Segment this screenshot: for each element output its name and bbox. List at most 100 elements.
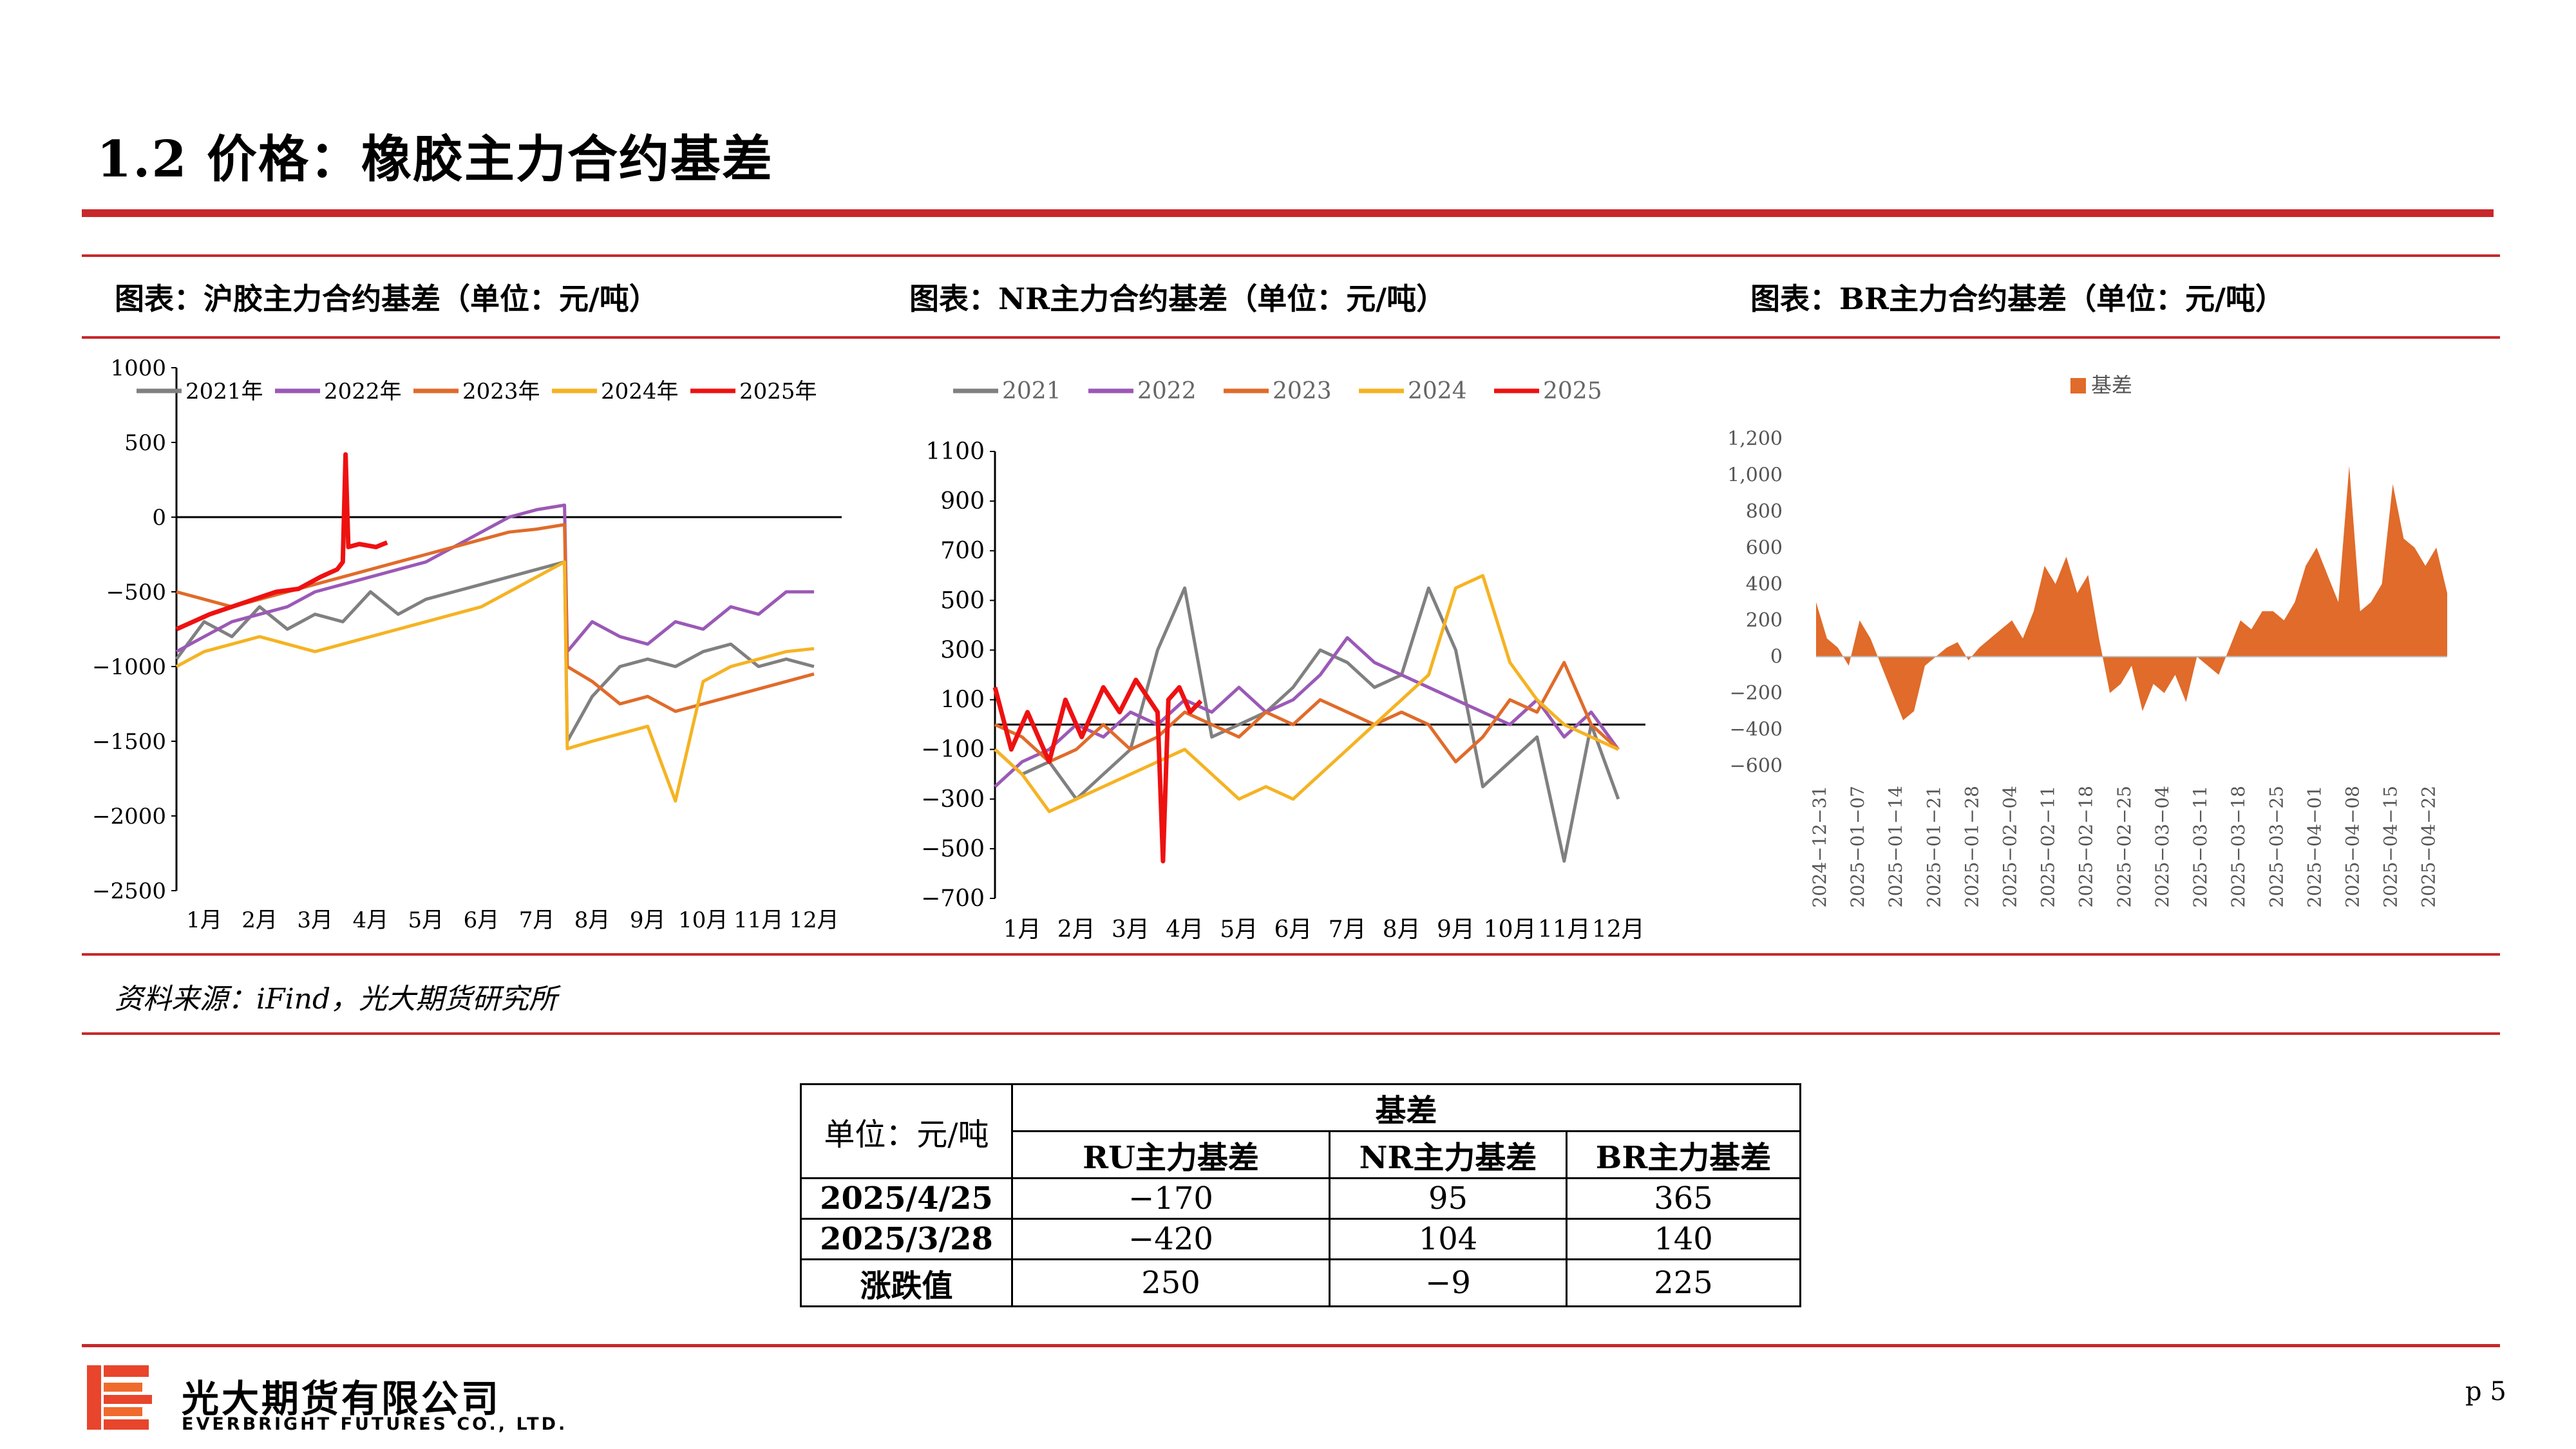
y-tick-label: −1000 [92,654,166,680]
x-tick-label: 2025−03−11 [2190,786,2211,907]
row-label: 2025/4/25 [800,1177,1013,1220]
legend-label: 2023 [1273,378,1332,404]
x-tick-label: 2024−12−31 [1809,786,1830,907]
x-tick-label: 2月 [1057,916,1095,943]
source-note: 资料来源：iFind，光大期货研究所 [115,983,558,1016]
company-name-cn: 光大期货有限公司 [182,1377,502,1421]
row-label: 2025/3/28 [800,1218,1013,1260]
y-tick-label: −400 [1730,719,1783,741]
y-tick-label: 500 [124,430,166,456]
y-tick-label: −300 [921,786,985,813]
series-line-2025 [992,677,1203,864]
legend-label: 2021年 [185,379,263,404]
section-top-rule [82,254,2500,257]
y-tick-label: 900 [940,488,985,515]
x-tick-label: 2025−01−07 [1847,786,1868,907]
x-tick-label: 2025−02−25 [2114,786,2135,907]
chart-bottom-rule [82,953,2500,956]
nr-chart-title: 图表：NR主力合约基差（单位：元/吨） [909,281,1446,316]
x-tick-label: 3月 [1112,916,1150,943]
cell-nr: 95 [1329,1177,1567,1220]
x-tick-label: 2025−03−18 [2228,786,2249,907]
section-bottom-rule [82,1032,2500,1035]
y-tick-label: 1,200 [1727,428,1783,450]
group-header-cell: 基差 [1011,1083,1801,1132]
x-tick-label: 2025−03−04 [2152,786,2173,907]
x-tick-label: 6月 [1274,916,1312,943]
y-tick-label: −2000 [92,804,166,829]
x-tick-label: 12月 [1592,916,1645,943]
x-tick-label: 9月 [1437,916,1475,943]
col-header-br: BR主力基差 [1566,1130,1801,1179]
col-header-ru: RU主力基差 [1011,1130,1331,1179]
legend-label: 2025 [1543,378,1602,404]
x-tick-label: 2025−02−04 [2000,786,2021,907]
x-tick-label: 2月 [242,907,278,933]
legend-label: 2022年 [324,379,402,404]
x-tick-label: 2025−01−21 [1923,786,1944,907]
unit-label-cell: 单位：元/吨 [800,1083,1013,1179]
x-tick-label: 2025−03−25 [2266,786,2287,907]
x-tick-label: 11月 [1538,916,1591,943]
cell-br: 365 [1566,1177,1801,1220]
x-tick-label: 7月 [1329,916,1367,943]
cell-nr: −9 [1329,1258,1567,1307]
x-tick-label: 12月 [789,907,838,933]
y-tick-label: −500 [106,580,166,605]
x-tick-label: 5月 [408,907,444,933]
x-tick-label: 4月 [352,907,388,933]
y-tick-label: −200 [1730,682,1783,705]
y-tick-label: 600 [1746,536,1783,559]
legend-label: 2021 [1002,378,1061,404]
chart-title-rule [82,336,2500,339]
table-row: 2025/3/28 −420 104 140 [800,1218,1801,1260]
y-tick-label: 200 [1746,609,1783,632]
everbright-logo-icon [87,1365,152,1430]
legend-label: 基差 [2091,373,2132,397]
series-line-2021年 [175,560,815,743]
basis-table: 单位：元/吨 基差 RU主力基差 NR主力基差 BR主力基差 2025/4/25… [800,1083,1801,1307]
legend-label: 2024 [1408,378,1467,404]
cell-nr: 104 [1329,1218,1567,1260]
br-basis-chart: 基差 1,200 1,000 800 600 400 200 0 −200 −400 −600 202… [1727,373,2447,907]
x-tick-label: 9月 [630,907,666,933]
y-tick-label: 500 [940,587,985,614]
nr-basis-chart: 1100 900 700 500 300 100 −100 −300 −500 −700 1月 2月 3… [921,378,1645,943]
x-tick-label: 8月 [1383,916,1421,943]
y-tick-label: 700 [940,538,985,564]
x-tick-label: 11月 [734,907,783,933]
y-tick-label: 1100 [925,439,985,465]
x-tick-label: 2025−04−15 [2380,786,2401,907]
page-title: 1.2 价格：橡胶主力合约基差 [97,130,773,189]
x-tick-label: 3月 [297,907,333,933]
y-tick-label: −700 [921,886,985,912]
company-name-en: EVERBRIGHT FUTURES CO., LTD. [182,1414,568,1434]
legend-label: 2023年 [462,379,540,404]
footer-rule [82,1344,2500,1347]
x-tick-label: 2025−04−01 [2304,786,2325,907]
page-number: p 5 [2465,1377,2506,1406]
legend-label: 2022 [1137,378,1197,404]
x-tick-label: 2025−02−11 [2038,786,2059,907]
series-line-2025年 [175,452,388,632]
y-tick-label: 1000 [110,355,166,381]
cell-ru: 250 [1011,1258,1331,1307]
br-chart-title: 图表：BR主力合约基差（单位：元/吨） [1750,281,2285,316]
cell-br: 140 [1566,1218,1801,1260]
x-tick-label: 2025−04−22 [2418,786,2439,907]
x-tick-label: 2025−01−14 [1885,786,1906,907]
series-line-2021 [994,586,1620,863]
cell-br: 225 [1566,1258,1801,1307]
x-tick-label: 10月 [678,907,728,933]
y-tick-label: 400 [1746,573,1783,596]
cell-ru: −420 [1011,1218,1331,1260]
x-tick-label: 10月 [1484,916,1537,943]
series-line-2023 [994,661,1620,764]
series-line-2024年 [175,560,815,803]
x-tick-label: 1月 [186,907,222,933]
legend-label: 2024年 [601,379,679,404]
x-tick-label: 8月 [574,907,611,933]
y-tick-label: 800 [1746,500,1783,523]
x-tick-label: 7月 [519,907,555,933]
table-row: 涨跌值 250 −9 225 [800,1258,1801,1307]
